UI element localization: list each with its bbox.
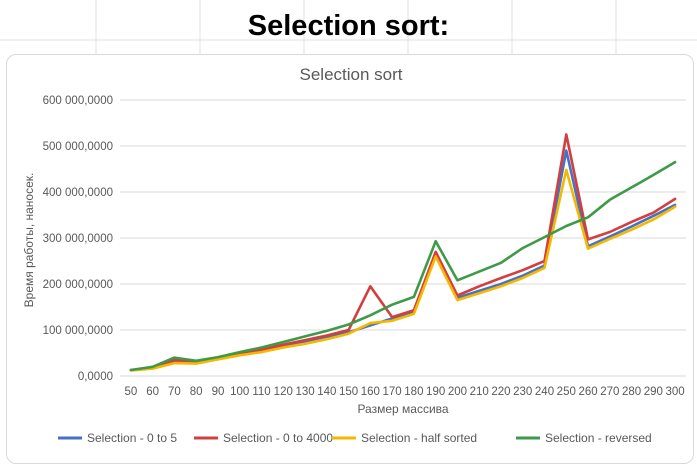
x-tick-label: 50: [124, 386, 137, 398]
y-axis-ticks: 0,0000 100 000,0000 200 000,0000 300 000,00…: [43, 95, 113, 383]
x-tick-label: 60: [146, 386, 159, 398]
y-tick-label: 600 000,0000: [43, 95, 113, 107]
x-tick-label: 190: [426, 386, 445, 398]
y-tick-label: 100 000,0000: [43, 325, 113, 337]
legend-label: Selection - 0 to 4000: [223, 431, 333, 445]
gridlines: [120, 99, 686, 377]
x-tick-label: 80: [190, 386, 203, 398]
legend: Selection - 0 to 5 Selection - 0 to 4000 S…: [58, 431, 652, 445]
y-axis-title: Время работы, наносек.: [22, 173, 36, 308]
y-tick-label: 500 000,0000: [43, 141, 113, 153]
x-axis-ticks: 50 60 70 80 90 100 110 120 130 140 150 160 170 180 190…: [124, 386, 684, 398]
x-tick-label: 300: [666, 386, 685, 398]
y-tick-label: 0,0000: [78, 371, 113, 383]
x-tick-label: 70: [168, 386, 181, 398]
x-tick-label: 200: [448, 386, 467, 398]
x-tick-label: 180: [404, 386, 423, 398]
x-tick-label: 150: [339, 386, 358, 398]
x-tick-label: 100: [230, 386, 249, 398]
x-tick-label: 260: [578, 386, 597, 398]
x-axis-title: Размер массива: [357, 402, 448, 416]
series-lines: [129, 133, 677, 372]
x-tick-label: 280: [622, 386, 641, 398]
series-line-1: [129, 149, 677, 372]
chart-area[interactable]: [6, 54, 694, 464]
sheet-heading: Selection sort:: [247, 10, 450, 42]
x-tick-label: 120: [274, 386, 293, 398]
x-tick-label: 110: [252, 386, 270, 398]
x-tick-label: 220: [491, 386, 510, 398]
series-line-3: [129, 168, 677, 372]
legend-label: Selection - half sorted: [361, 431, 477, 445]
x-tick-label: 130: [295, 386, 314, 398]
y-tick-label: 400 000,0000: [43, 187, 113, 199]
series-line-2: [129, 133, 677, 372]
x-tick-label: 240: [535, 386, 554, 398]
y-tick-label: 300 000,0000: [43, 233, 113, 245]
series-line-4: [129, 160, 677, 372]
x-tick-label: 160: [361, 386, 380, 398]
x-tick-label: 270: [600, 386, 619, 398]
x-tick-label: 210: [470, 386, 489, 398]
x-tick-label: 140: [317, 386, 336, 398]
x-tick-label: 170: [383, 386, 402, 398]
chart-title: Selection sort: [300, 65, 403, 84]
legend-label: Selection - reversed: [545, 431, 652, 445]
x-tick-label: 230: [513, 386, 532, 398]
x-tick-label: 250: [557, 386, 576, 398]
x-tick-label: 290: [644, 386, 663, 398]
y-tick-label: 200 000,0000: [43, 279, 113, 291]
x-tick-label: 90: [212, 386, 225, 398]
legend-label: Selection - 0 to 5: [87, 431, 177, 445]
